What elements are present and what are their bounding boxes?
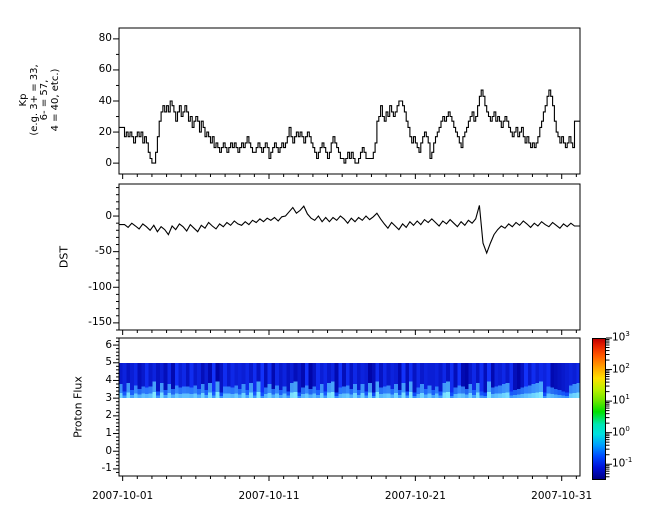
kp-axis-label-line4: 4 = 40, etc.): [49, 68, 61, 132]
colorbar-tick-label: 103: [612, 330, 630, 344]
kp-ytick-label: 80: [98, 32, 112, 45]
x-tick-label: 2007-10-11: [238, 490, 300, 502]
kp-axis-label: Kp (e.g. 3+ = 33, 6- = 57, 4 = 40, etc.): [18, 64, 61, 135]
kp-ytick-label: 0: [105, 156, 112, 169]
dst-plot-area: [113, 183, 581, 335]
colorbar-tick-label: 100: [612, 424, 630, 439]
kp-ytick-label: 20: [98, 125, 112, 138]
colorbar-tick-label: 101: [612, 393, 630, 407]
kp-series-line: [119, 89, 580, 164]
proton-ytick-label: 2: [105, 409, 112, 422]
proton-ytick-label: 4: [105, 374, 112, 386]
x-tick-label: 2007-10-01: [92, 490, 154, 502]
proton-ytick-label: 6: [105, 338, 112, 351]
x-tick-label: 2007-10-31: [531, 490, 593, 502]
kp-ytick-label: 40: [98, 94, 112, 107]
kp-axis-label-line1: Kp: [18, 93, 29, 107]
proton-ytick-label: 0: [105, 444, 112, 457]
colorbar-tick-label: 102: [612, 361, 630, 376]
dst-ytick-label: -100: [88, 280, 112, 293]
kp-ytick-label: 60: [98, 63, 112, 76]
dst-series-line: [119, 205, 580, 255]
colorbar-gradient: [592, 338, 606, 480]
dst-ytick-label: -50: [94, 245, 112, 258]
proton-ytick-label: 1: [105, 427, 112, 439]
proton-ytick-label: 3: [105, 391, 112, 404]
dst-ytick-label: -150: [88, 316, 112, 329]
proton-ytick-label: -1: [101, 462, 112, 475]
proton-plot-area: [113, 337, 581, 481]
x-tick-label: 2007-10-21: [384, 490, 446, 502]
colorbar-ticks: [606, 337, 612, 478]
kp-plot-area: [113, 27, 581, 179]
proton-ytick-label: 5: [105, 356, 112, 369]
colorbar-tick-label: 10-1: [612, 456, 633, 470]
kp-axis-label-line3: 6- = 57,: [39, 79, 50, 121]
dst-ytick-label: 0: [105, 209, 112, 222]
